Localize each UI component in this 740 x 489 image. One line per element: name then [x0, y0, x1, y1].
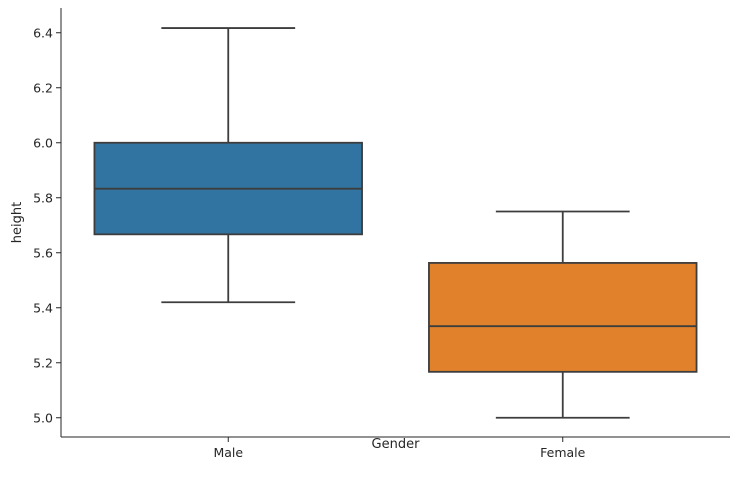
y-tick-label: 6.2: [33, 80, 53, 95]
x-axis-ticks: Male Female: [213, 437, 586, 460]
plot-area: [93, 27, 698, 419]
axes: [60, 8, 730, 438]
y-axis-label: height: [10, 202, 25, 243]
x-axis-label: Gender: [372, 437, 421, 452]
box-male: [93, 27, 363, 304]
x-tick-label: Male: [213, 445, 243, 460]
iqr-box: [428, 262, 698, 373]
y-axis-ticks: 5.0 5.2 5.4 5.6 5.8 6.0 6.2 6.4: [33, 25, 61, 425]
y-tick-label: 5.0: [33, 410, 53, 425]
y-tick-label: 6.0: [33, 135, 53, 150]
y-tick-label: 5.4: [33, 300, 53, 315]
x-tick-label: Female: [540, 445, 586, 460]
y-tick-label: 5.2: [33, 355, 53, 370]
y-tick-label: 6.4: [33, 25, 53, 40]
y-tick-label: 5.8: [33, 190, 53, 205]
y-tick-label: 5.6: [33, 245, 53, 260]
box-female: [428, 210, 698, 419]
